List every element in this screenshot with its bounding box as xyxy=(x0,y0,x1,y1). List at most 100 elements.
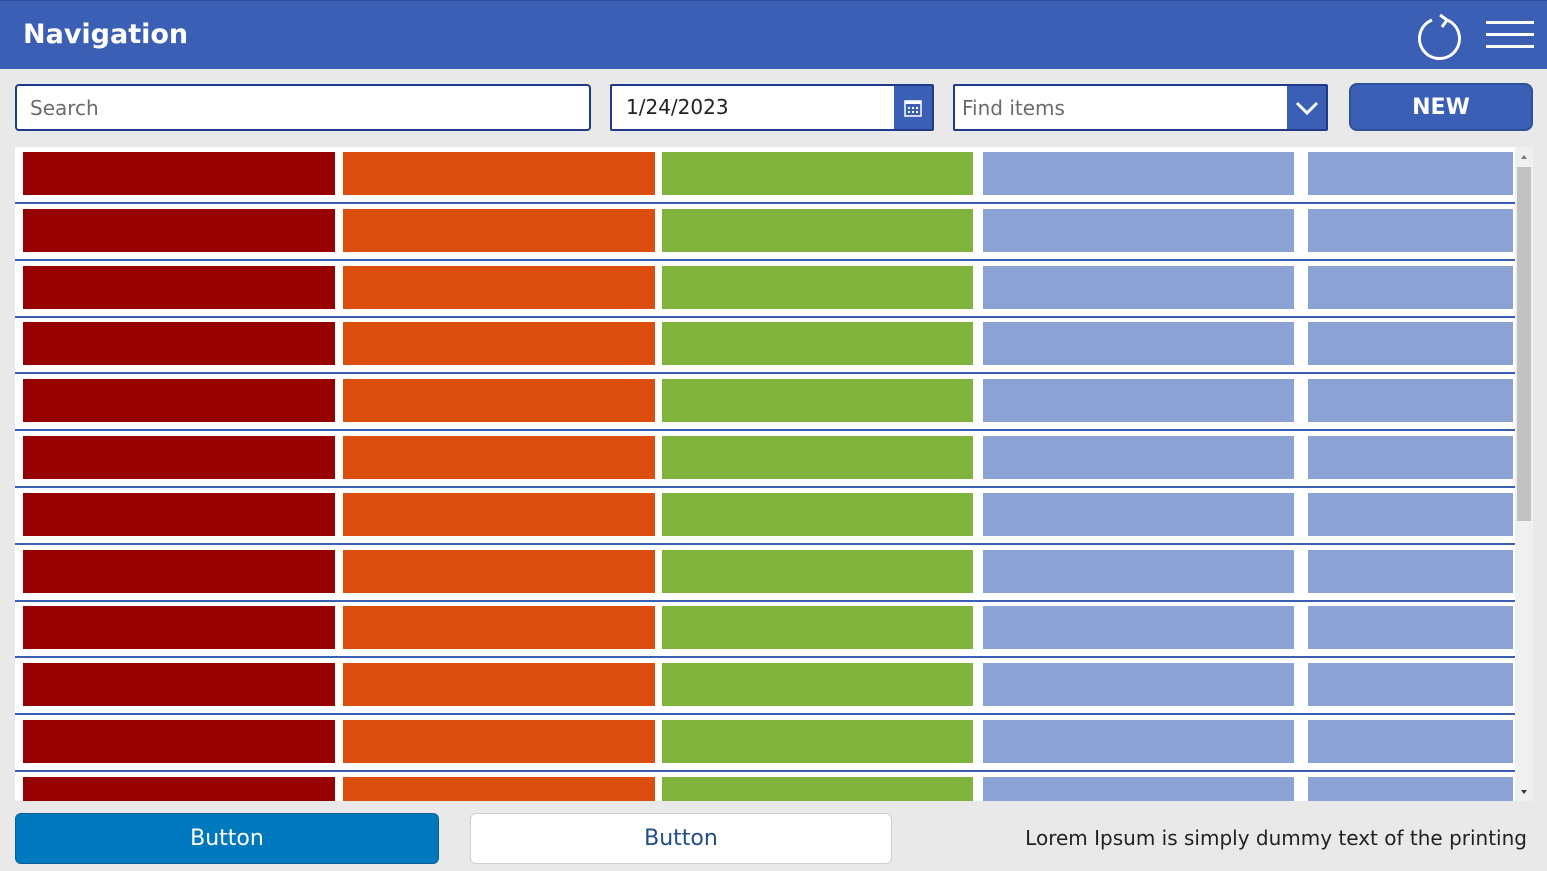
gallery-cell xyxy=(983,493,1294,536)
gallery-cell xyxy=(662,606,973,649)
gallery-row[interactable] xyxy=(15,147,1515,204)
gallery-cell xyxy=(343,379,655,422)
gallery-cell xyxy=(1308,606,1513,649)
scroll-down-arrow-icon[interactable] xyxy=(1519,787,1529,797)
search-input[interactable] xyxy=(15,84,591,131)
page-title: Navigation xyxy=(23,19,189,50)
gallery-cell xyxy=(343,152,655,195)
gallery-cell xyxy=(343,266,655,309)
date-picker[interactable]: 1/24/2023 xyxy=(610,84,934,131)
scroll-thumb[interactable] xyxy=(1517,167,1531,521)
gallery-cell xyxy=(662,720,973,763)
gallery-scrollbar[interactable] xyxy=(1515,147,1533,801)
primary-button[interactable]: Button xyxy=(15,813,439,864)
calendar-icon xyxy=(904,99,922,117)
gallery-row[interactable] xyxy=(15,601,1515,658)
hamburger-menu-icon[interactable] xyxy=(1486,17,1534,53)
gallery-cell xyxy=(1308,663,1513,706)
gallery-cell xyxy=(1308,720,1513,763)
gallery-cell xyxy=(983,777,1294,801)
gallery-cell xyxy=(23,606,335,649)
row-separator xyxy=(15,656,1515,658)
row-separator xyxy=(15,372,1515,374)
gallery-cell xyxy=(23,436,335,479)
gallery-cell xyxy=(983,322,1294,365)
gallery-row[interactable] xyxy=(15,715,1515,772)
gallery-row[interactable] xyxy=(15,317,1515,374)
gallery-cell xyxy=(23,777,335,801)
gallery-cell xyxy=(343,322,655,365)
row-separator xyxy=(15,770,1515,772)
refresh-icon[interactable] xyxy=(1414,11,1466,61)
gallery-cell xyxy=(1308,493,1513,536)
gallery-cell xyxy=(23,720,335,763)
row-separator xyxy=(15,202,1515,204)
gallery-cell xyxy=(662,436,973,479)
gallery-row[interactable] xyxy=(15,488,1515,545)
gallery-cell xyxy=(983,720,1294,763)
gallery-cell xyxy=(23,266,335,309)
gallery-cell xyxy=(343,436,655,479)
gallery-cell xyxy=(23,663,335,706)
row-separator xyxy=(15,429,1515,431)
gallery-cell xyxy=(983,209,1294,252)
gallery-row[interactable] xyxy=(15,261,1515,318)
gallery-cell xyxy=(343,777,655,801)
gallery-cell xyxy=(1308,777,1513,801)
row-separator xyxy=(15,259,1515,261)
calendar-button[interactable] xyxy=(894,86,932,129)
gallery-row[interactable] xyxy=(15,658,1515,715)
gallery-cell xyxy=(23,493,335,536)
gallery-cell xyxy=(983,436,1294,479)
gallery-cell xyxy=(983,606,1294,649)
gallery-cell xyxy=(662,266,973,309)
find-items-placeholder: Find items xyxy=(962,96,1065,120)
new-button[interactable]: NEW xyxy=(1349,83,1533,131)
gallery-cell xyxy=(662,663,973,706)
gallery-cell xyxy=(983,379,1294,422)
gallery-cell xyxy=(983,266,1294,309)
gallery-cell xyxy=(1308,152,1513,195)
gallery-cell xyxy=(983,663,1294,706)
gallery-cell xyxy=(343,720,655,763)
date-value: 1/24/2023 xyxy=(626,95,729,119)
gallery-cell xyxy=(1308,436,1513,479)
gallery-cell xyxy=(23,152,335,195)
dropdown-button[interactable] xyxy=(1287,86,1326,129)
header-bar: Navigation xyxy=(0,0,1547,69)
gallery-cell xyxy=(983,550,1294,593)
row-separator xyxy=(15,486,1515,488)
gallery-row[interactable] xyxy=(15,374,1515,431)
gallery-cell xyxy=(23,379,335,422)
secondary-button[interactable]: Button xyxy=(470,813,892,864)
find-items-combobox[interactable]: Find items xyxy=(953,84,1328,131)
gallery-cell xyxy=(1308,322,1513,365)
gallery-row[interactable] xyxy=(15,545,1515,602)
gallery-cell xyxy=(23,209,335,252)
gallery-row[interactable] xyxy=(15,772,1515,801)
gallery-cell xyxy=(662,152,973,195)
gallery-cell xyxy=(23,550,335,593)
gallery-cell xyxy=(662,777,973,801)
gallery-cell xyxy=(343,209,655,252)
gallery-cell xyxy=(662,493,973,536)
gallery-cell xyxy=(343,606,655,649)
gallery-row[interactable] xyxy=(15,431,1515,488)
gallery xyxy=(15,147,1533,801)
row-separator xyxy=(15,600,1515,602)
scroll-up-arrow-icon[interactable] xyxy=(1519,152,1529,162)
chevron-down-icon xyxy=(1295,101,1318,115)
gallery-cell xyxy=(343,663,655,706)
gallery-row[interactable] xyxy=(15,204,1515,261)
row-separator xyxy=(15,713,1515,715)
row-separator xyxy=(15,316,1515,318)
row-separator xyxy=(15,543,1515,545)
gallery-cell xyxy=(1308,379,1513,422)
gallery-cell xyxy=(662,322,973,365)
gallery-cell xyxy=(662,209,973,252)
gallery-cell xyxy=(983,152,1294,195)
gallery-cell xyxy=(1308,550,1513,593)
gallery-cell xyxy=(343,493,655,536)
gallery-cell xyxy=(662,379,973,422)
gallery-cell xyxy=(1308,266,1513,309)
